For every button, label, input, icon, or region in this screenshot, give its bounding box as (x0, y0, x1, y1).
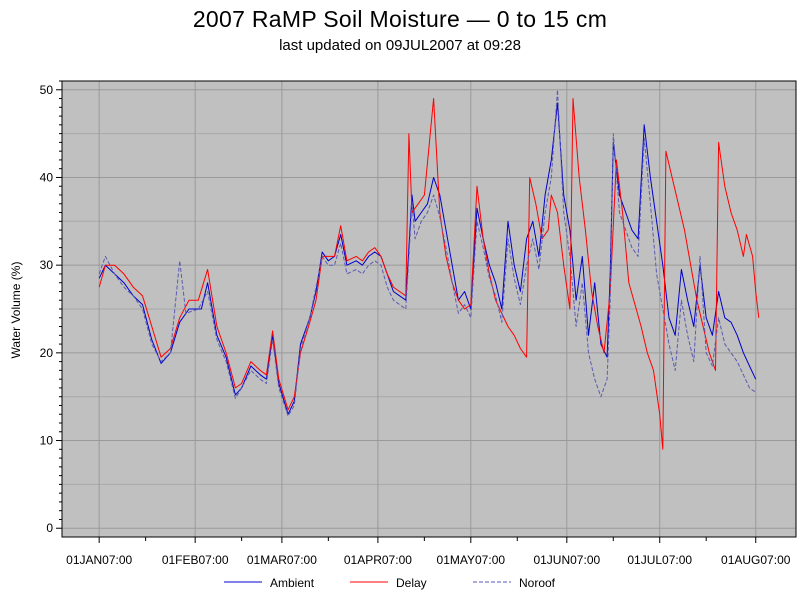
series-layer (98, 89, 760, 450)
y-tick-label: 40 (40, 170, 54, 184)
legend-label-ambient: Ambient (270, 576, 315, 590)
legend: Ambient Delay Noroof (224, 576, 556, 590)
x-tick-label: 01JAN07:00 (66, 553, 132, 567)
y-axis-label: Water Volume (%) (9, 262, 23, 359)
chart-subtitle: last updated on 09JUL2007 at 09:28 (279, 37, 521, 54)
x-tick-label: 01APR07:00 (344, 553, 412, 567)
y-tick-label: 10 (40, 434, 54, 448)
x-tick-label: 01AUG07:00 (721, 553, 791, 567)
y-tick-label: 50 (40, 83, 54, 97)
axes: 0 10 20 30 40 50 01JAN07:00 01FEB07:00 01MAR07:0… (40, 80, 791, 567)
x-tick-label: 01JUL07:00 (627, 553, 692, 567)
x-tick-label: 01FEB07:00 (162, 553, 229, 567)
y-tick-label: 0 (46, 521, 53, 535)
y-tick-label: 30 (40, 258, 54, 272)
series-line-noroof (98, 89, 756, 417)
series-line-delay (98, 98, 760, 450)
chart-title: 2007 RaMP Soil Moisture — 0 to 15 cm (192, 6, 608, 32)
x-tick-label: 01MAY07:00 (437, 553, 506, 567)
grid (62, 81, 796, 537)
y-tick-label: 20 (40, 346, 54, 360)
legend-label-delay: Delay (396, 576, 427, 590)
x-tick-label: 01JUN07:00 (533, 553, 600, 567)
legend-label-noroof: Noroof (519, 576, 556, 590)
x-tick-label: 01MAR07:00 (247, 553, 317, 567)
